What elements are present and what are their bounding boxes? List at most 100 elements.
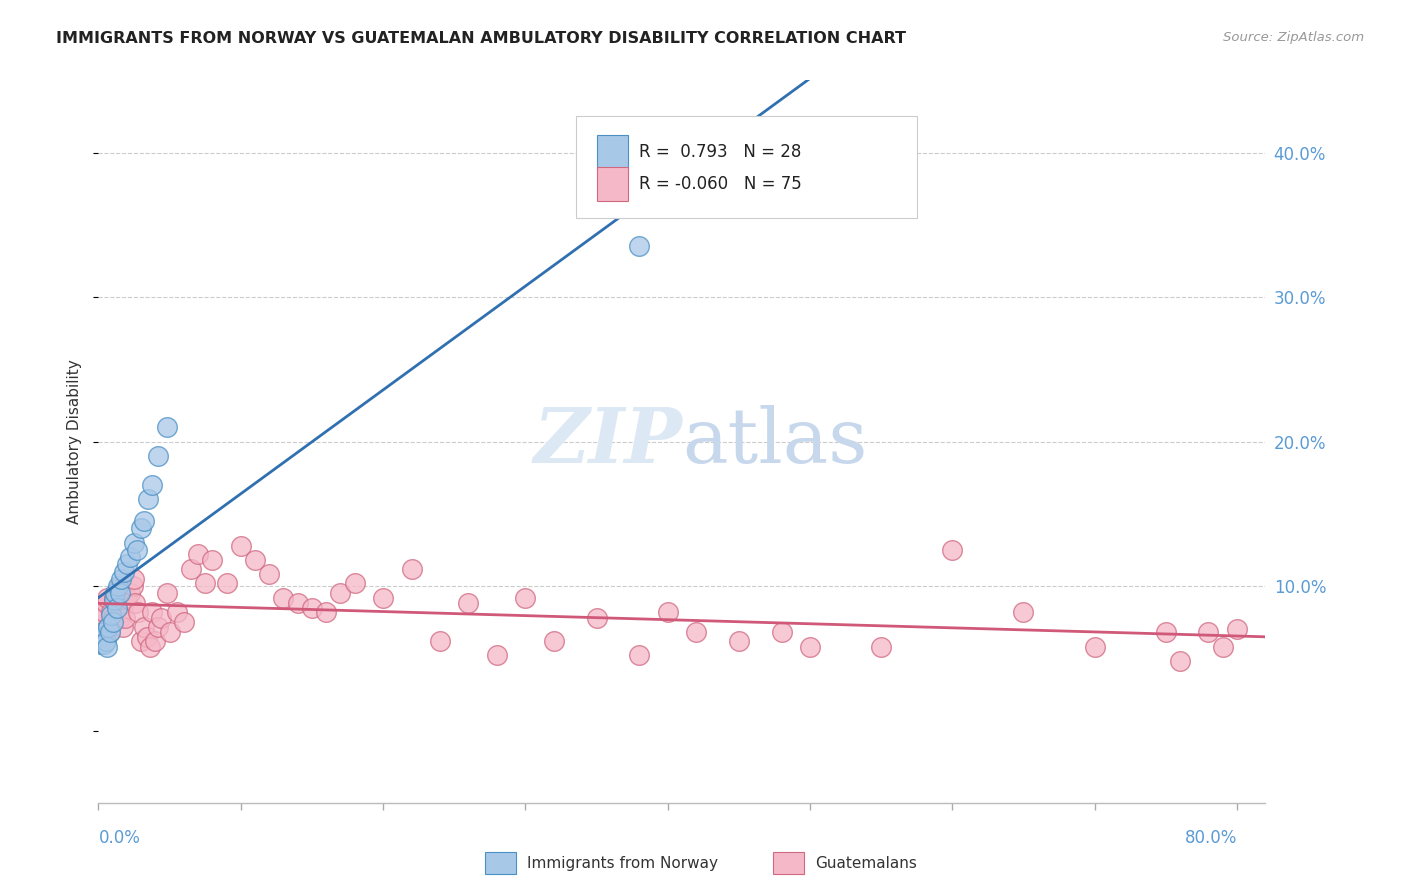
- Point: [89, 607, 111, 622]
- Point: [118, 586, 141, 600]
- Text: 80.0%: 80.0%: [1185, 829, 1237, 847]
- Point: [201, 553, 224, 567]
- Point: [173, 615, 195, 630]
- Point: [112, 565, 135, 579]
- Text: atlas: atlas: [682, 405, 868, 478]
- Point: [148, 619, 170, 633]
- Point: [628, 239, 651, 253]
- Point: [115, 591, 138, 605]
- Point: [103, 593, 125, 607]
- Point: [1154, 625, 1177, 640]
- Point: [107, 582, 129, 596]
- Point: [132, 514, 155, 528]
- Point: [685, 625, 707, 640]
- Point: [122, 535, 145, 549]
- Point: [107, 579, 129, 593]
- Point: [97, 619, 120, 633]
- Point: [727, 634, 749, 648]
- Point: [93, 605, 115, 619]
- Point: [585, 611, 607, 625]
- Point: [657, 605, 679, 619]
- Point: [429, 634, 451, 648]
- Point: [156, 420, 179, 434]
- Y-axis label: Ambulatory Disability: Ambulatory Disability: [67, 359, 83, 524]
- Point: [94, 634, 117, 648]
- Point: [118, 550, 141, 565]
- Point: [96, 591, 118, 605]
- Point: [1168, 654, 1191, 668]
- Point: [150, 611, 173, 625]
- Point: [141, 605, 163, 619]
- Point: [89, 637, 111, 651]
- Point: [112, 596, 135, 610]
- Text: Immigrants from Norway: Immigrants from Norway: [527, 855, 718, 871]
- Point: [1198, 625, 1220, 640]
- Point: [108, 586, 131, 600]
- Point: [111, 619, 134, 633]
- Point: [515, 591, 537, 605]
- Point: [110, 572, 132, 586]
- Point: [401, 562, 423, 576]
- Text: 0.0%: 0.0%: [98, 829, 141, 847]
- Point: [127, 605, 149, 619]
- Point: [98, 625, 121, 640]
- Text: Source: ZipAtlas.com: Source: ZipAtlas.com: [1223, 31, 1364, 45]
- Point: [129, 634, 152, 648]
- Point: [97, 619, 120, 633]
- Point: [125, 542, 148, 557]
- Point: [301, 600, 323, 615]
- Point: [91, 625, 114, 640]
- Point: [156, 586, 179, 600]
- Point: [98, 625, 121, 640]
- Point: [243, 553, 266, 567]
- Point: [485, 648, 508, 663]
- Point: [1212, 640, 1234, 654]
- Point: [329, 586, 352, 600]
- Point: [104, 596, 127, 610]
- Point: [105, 600, 128, 615]
- Point: [100, 607, 122, 622]
- Point: [110, 605, 132, 619]
- Point: [100, 605, 122, 619]
- Point: [941, 542, 963, 557]
- Point: [115, 558, 138, 572]
- Text: IMMIGRANTS FROM NORWAY VS GUATEMALAN AMBULATORY DISABILITY CORRELATION CHART: IMMIGRANTS FROM NORWAY VS GUATEMALAN AMB…: [56, 31, 907, 46]
- Text: R = -0.060   N = 75: R = -0.060 N = 75: [638, 175, 801, 193]
- Point: [93, 637, 115, 651]
- Point: [628, 648, 651, 663]
- Point: [194, 576, 217, 591]
- Point: [1012, 605, 1035, 619]
- Point: [96, 640, 118, 654]
- Point: [1084, 640, 1107, 654]
- Point: [121, 579, 143, 593]
- Text: R =  0.793   N = 28: R = 0.793 N = 28: [638, 143, 801, 161]
- Point: [94, 596, 117, 610]
- Point: [136, 492, 159, 507]
- Point: [124, 596, 146, 610]
- Point: [141, 478, 163, 492]
- Point: [129, 521, 152, 535]
- Text: ZIP: ZIP: [533, 405, 682, 478]
- Point: [257, 567, 280, 582]
- Point: [187, 547, 209, 561]
- Point: [135, 630, 157, 644]
- Point: [1226, 623, 1249, 637]
- Point: [770, 625, 793, 640]
- Point: [138, 640, 160, 654]
- Point: [101, 611, 124, 625]
- Point: [108, 611, 131, 625]
- Point: [870, 640, 893, 654]
- Point: [180, 562, 202, 576]
- Point: [101, 615, 124, 630]
- Point: [91, 611, 114, 625]
- Point: [166, 605, 188, 619]
- Point: [148, 449, 170, 463]
- Point: [90, 630, 112, 644]
- Point: [215, 576, 238, 591]
- Point: [229, 539, 252, 553]
- Point: [159, 625, 181, 640]
- Point: [105, 586, 128, 600]
- Point: [122, 572, 145, 586]
- Point: [343, 576, 366, 591]
- Point: [457, 596, 479, 610]
